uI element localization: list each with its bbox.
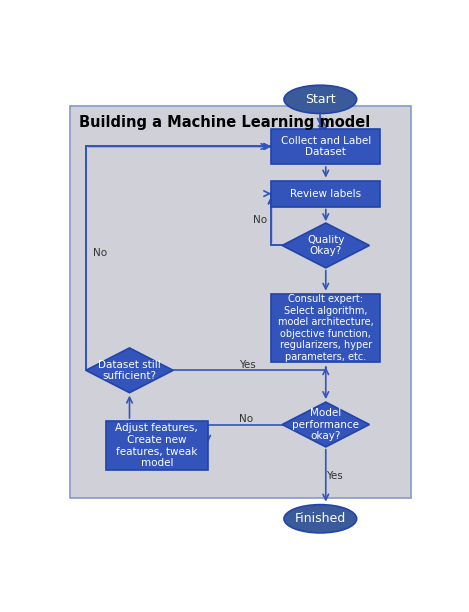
FancyBboxPatch shape bbox=[106, 421, 208, 471]
FancyBboxPatch shape bbox=[69, 106, 411, 498]
Text: Quality
Okay?: Quality Okay? bbox=[307, 234, 345, 256]
Text: Yes: Yes bbox=[239, 360, 256, 370]
FancyBboxPatch shape bbox=[271, 129, 380, 164]
FancyBboxPatch shape bbox=[271, 294, 380, 362]
Text: Finished: Finished bbox=[295, 512, 346, 525]
FancyBboxPatch shape bbox=[271, 181, 380, 207]
Text: No: No bbox=[93, 247, 107, 258]
Text: Review labels: Review labels bbox=[290, 188, 361, 199]
Text: Model
performance
okay?: Model performance okay? bbox=[292, 408, 359, 441]
Ellipse shape bbox=[284, 505, 356, 533]
Text: Start: Start bbox=[305, 93, 336, 106]
Polygon shape bbox=[282, 223, 370, 268]
Polygon shape bbox=[282, 402, 370, 447]
Text: Collect and Label
Dataset: Collect and Label Dataset bbox=[280, 136, 371, 157]
Polygon shape bbox=[86, 348, 173, 393]
Text: Building a Machine Learning model: Building a Machine Learning model bbox=[79, 116, 370, 130]
Text: Adjust features,
Create new
features, tweak
model: Adjust features, Create new features, tw… bbox=[115, 424, 198, 468]
Text: No: No bbox=[239, 414, 253, 424]
Text: No: No bbox=[253, 215, 267, 225]
Text: Consult expert:
Select algorithm,
model architecture,
objective function,
regula: Consult expert: Select algorithm, model … bbox=[278, 294, 374, 362]
Ellipse shape bbox=[284, 85, 356, 113]
Text: Dataset still
sufficient?: Dataset still sufficient? bbox=[98, 359, 161, 381]
Text: Yes: Yes bbox=[326, 471, 343, 482]
